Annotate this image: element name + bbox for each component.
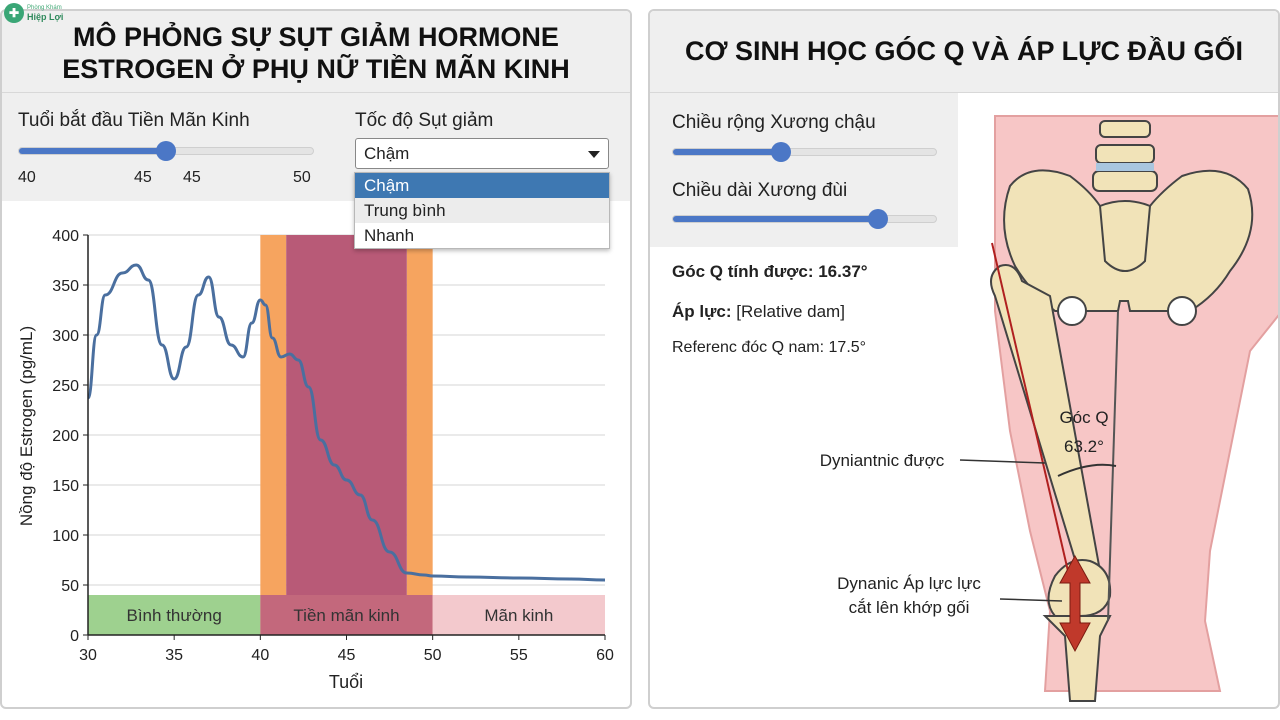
y-tick-label: 100 (52, 528, 79, 545)
y-tick-label: 300 (52, 328, 79, 345)
phase-region-label: Tiền mãn kinh (293, 606, 399, 625)
pressure-line: Áp lực: [Relative dam] (672, 302, 845, 322)
sacrum-icon (1098, 200, 1152, 272)
dynamic-label-pointer (959, 459, 1046, 464)
q-angle-name: Góc Q (1059, 408, 1108, 427)
femur-slider-label: Chiều dài Xương đùi (672, 180, 848, 201)
rate-select[interactable]: Chậm (355, 138, 609, 169)
dynamic-label: Dyniantnic được (820, 451, 945, 470)
rate-select-label: Tốc độ Sụt giảm (355, 110, 494, 131)
x-tick-label: 55 (510, 647, 528, 664)
x-tick-label: 40 (251, 647, 269, 664)
y-axis-label: Nồng độ Estrogen (pg/mL) (17, 326, 36, 526)
chevron-down-icon[interactable] (588, 151, 600, 158)
age-slider-thumb[interactable] (156, 141, 176, 161)
estrogen-chart: Bình thường Tiền mãn kinh Mãn kinh 0 50 100 1… (17, 228, 614, 692)
pelvis-slider-label: Chiều rộng Xương chậu (672, 112, 876, 133)
age-min-label: 40 (18, 169, 36, 186)
x-tick-label: 50 (424, 647, 442, 664)
chart-axes: 0 50 100 150 200 250 300 350 400 30 35 40 45 50 55 60 (52, 228, 614, 664)
x-tick-label: 60 (596, 647, 614, 664)
right-obturator (1167, 296, 1197, 326)
age-max-label: 50 (293, 169, 311, 186)
q-angle-result: Góc Q tính được: 16.37° (672, 262, 868, 281)
x-tick-label: 30 (79, 647, 97, 664)
force-label-line2: cắt lên khớp gối (849, 598, 970, 617)
y-tick-label: 0 (70, 628, 79, 645)
shear-force-arrow-icon (1059, 554, 1091, 653)
age-slider-fill (19, 148, 166, 154)
left-header: MÔ PHỎNG SỰ SỤT GIẢM HORMONE ESTROGEN Ở … (2, 11, 630, 93)
y-tick-label: 50 (61, 578, 79, 595)
pelvis-slider-thumb[interactable] (770, 142, 791, 162)
y-tick-label: 200 (52, 428, 79, 445)
pressure-value: [Relative dam] (736, 302, 845, 321)
left-controls: Tuổi bắt đầu Tiền Mãn Kinh 40 45 45 50 T… (2, 93, 630, 201)
logo-line2: Hiệp Lợi (27, 11, 64, 22)
clinic-logo: ✚ Phòng Khám Hiệp Lợi (4, 3, 63, 23)
right-title: CƠ SINH HỌC GÓC Q VÀ ÁP LỰC ĐẦU GỐI (685, 36, 1243, 66)
rate-select-value: Chậm (364, 144, 410, 163)
pelvis-slider-fill (673, 149, 781, 155)
q-angle-arc (1057, 463, 1117, 477)
rate-option-medium[interactable]: Trung bình (355, 198, 609, 223)
spine-icon (1092, 120, 1158, 192)
phase-region-label: Mãn kinh (484, 606, 553, 625)
chart-phase-regions: Bình thường Tiền mãn kinh Mãn kinh (88, 595, 605, 635)
force-label-pointer (999, 598, 1063, 602)
transition-band (406, 235, 433, 635)
leg-illustration: Góc Q 63.2° Dyniantnic được Dynanic Áp l… (820, 115, 1278, 702)
q-angle-value: 63.2° (1064, 437, 1104, 456)
left-title-line1: MÔ PHỎNG SỰ SỤT GIẢM HORMONE (73, 22, 559, 52)
femur-slider-thumb[interactable] (868, 209, 889, 229)
age-value-label: 45 (134, 169, 152, 186)
chart-bands (260, 235, 433, 635)
clinic-logo-icon: ✚ (4, 3, 24, 23)
age-slider[interactable] (18, 141, 314, 161)
perimenopause-band (286, 235, 407, 635)
rate-option-fast[interactable]: Nhanh (364, 226, 415, 245)
intervertebral-disc (1096, 163, 1154, 171)
left-title-line2: ESTROGEN Ở PHỤ NỮ TIỀN MÃN KINH (62, 54, 570, 84)
quadriceps-line (991, 242, 1081, 624)
tibia-icon (1042, 615, 1112, 702)
femur-slider-fill (673, 216, 879, 222)
rate-option-slow[interactable]: Chậm (355, 173, 609, 198)
right-header: CƠ SINH HỌC GÓC Q VÀ ÁP LỰC ĐẦU GỐI (650, 11, 1278, 93)
reference-q-angle: Referenc đóc Q nam: 17.5° (672, 339, 867, 356)
phase-region-label: Bình thường (127, 606, 222, 625)
pressure-key: Áp lực: (672, 302, 732, 321)
phase-region (88, 595, 261, 635)
femur-length-slider[interactable] (672, 209, 937, 229)
estrogen-simulation-panel: MÔ PHỎNG SỰ SỤT GIẢM HORMONE ESTROGEN Ở … (0, 9, 632, 709)
x-tick-label: 45 (338, 647, 356, 664)
y-tick-label: 350 (52, 278, 79, 295)
x-tick-label: 35 (165, 647, 183, 664)
y-tick-label: 400 (52, 228, 79, 245)
estrogen-line (86, 263, 606, 582)
phase-region (260, 595, 433, 635)
y-tick-label: 250 (52, 378, 79, 395)
phase-region (432, 595, 605, 635)
q-angle-panel: CƠ SINH HỌC GÓC Q VÀ ÁP LỰC ĐẦU GỐI Chiề… (648, 9, 1280, 709)
logo-line1: Phòng Khám (27, 4, 62, 11)
femur-icon (990, 264, 1102, 578)
y-tick-label: 150 (52, 478, 79, 495)
x-axis-label: Tuổi (329, 672, 363, 692)
pelvis-width-slider[interactable] (672, 142, 937, 162)
right-controls: Chiều rộng Xương chậu Chiều dài Xương đù… (650, 93, 958, 247)
rate-dropdown: Chậm Trung bình Nhanh (354, 172, 610, 249)
age-slider-label: Tuổi bắt đầu Tiền Mãn Kinh (18, 110, 250, 131)
age-mid-label: 45 (183, 169, 201, 186)
force-label-line1: Dynanic Áp lực lực (837, 574, 981, 593)
transition-band (260, 235, 287, 635)
left-obturator (1057, 296, 1087, 326)
